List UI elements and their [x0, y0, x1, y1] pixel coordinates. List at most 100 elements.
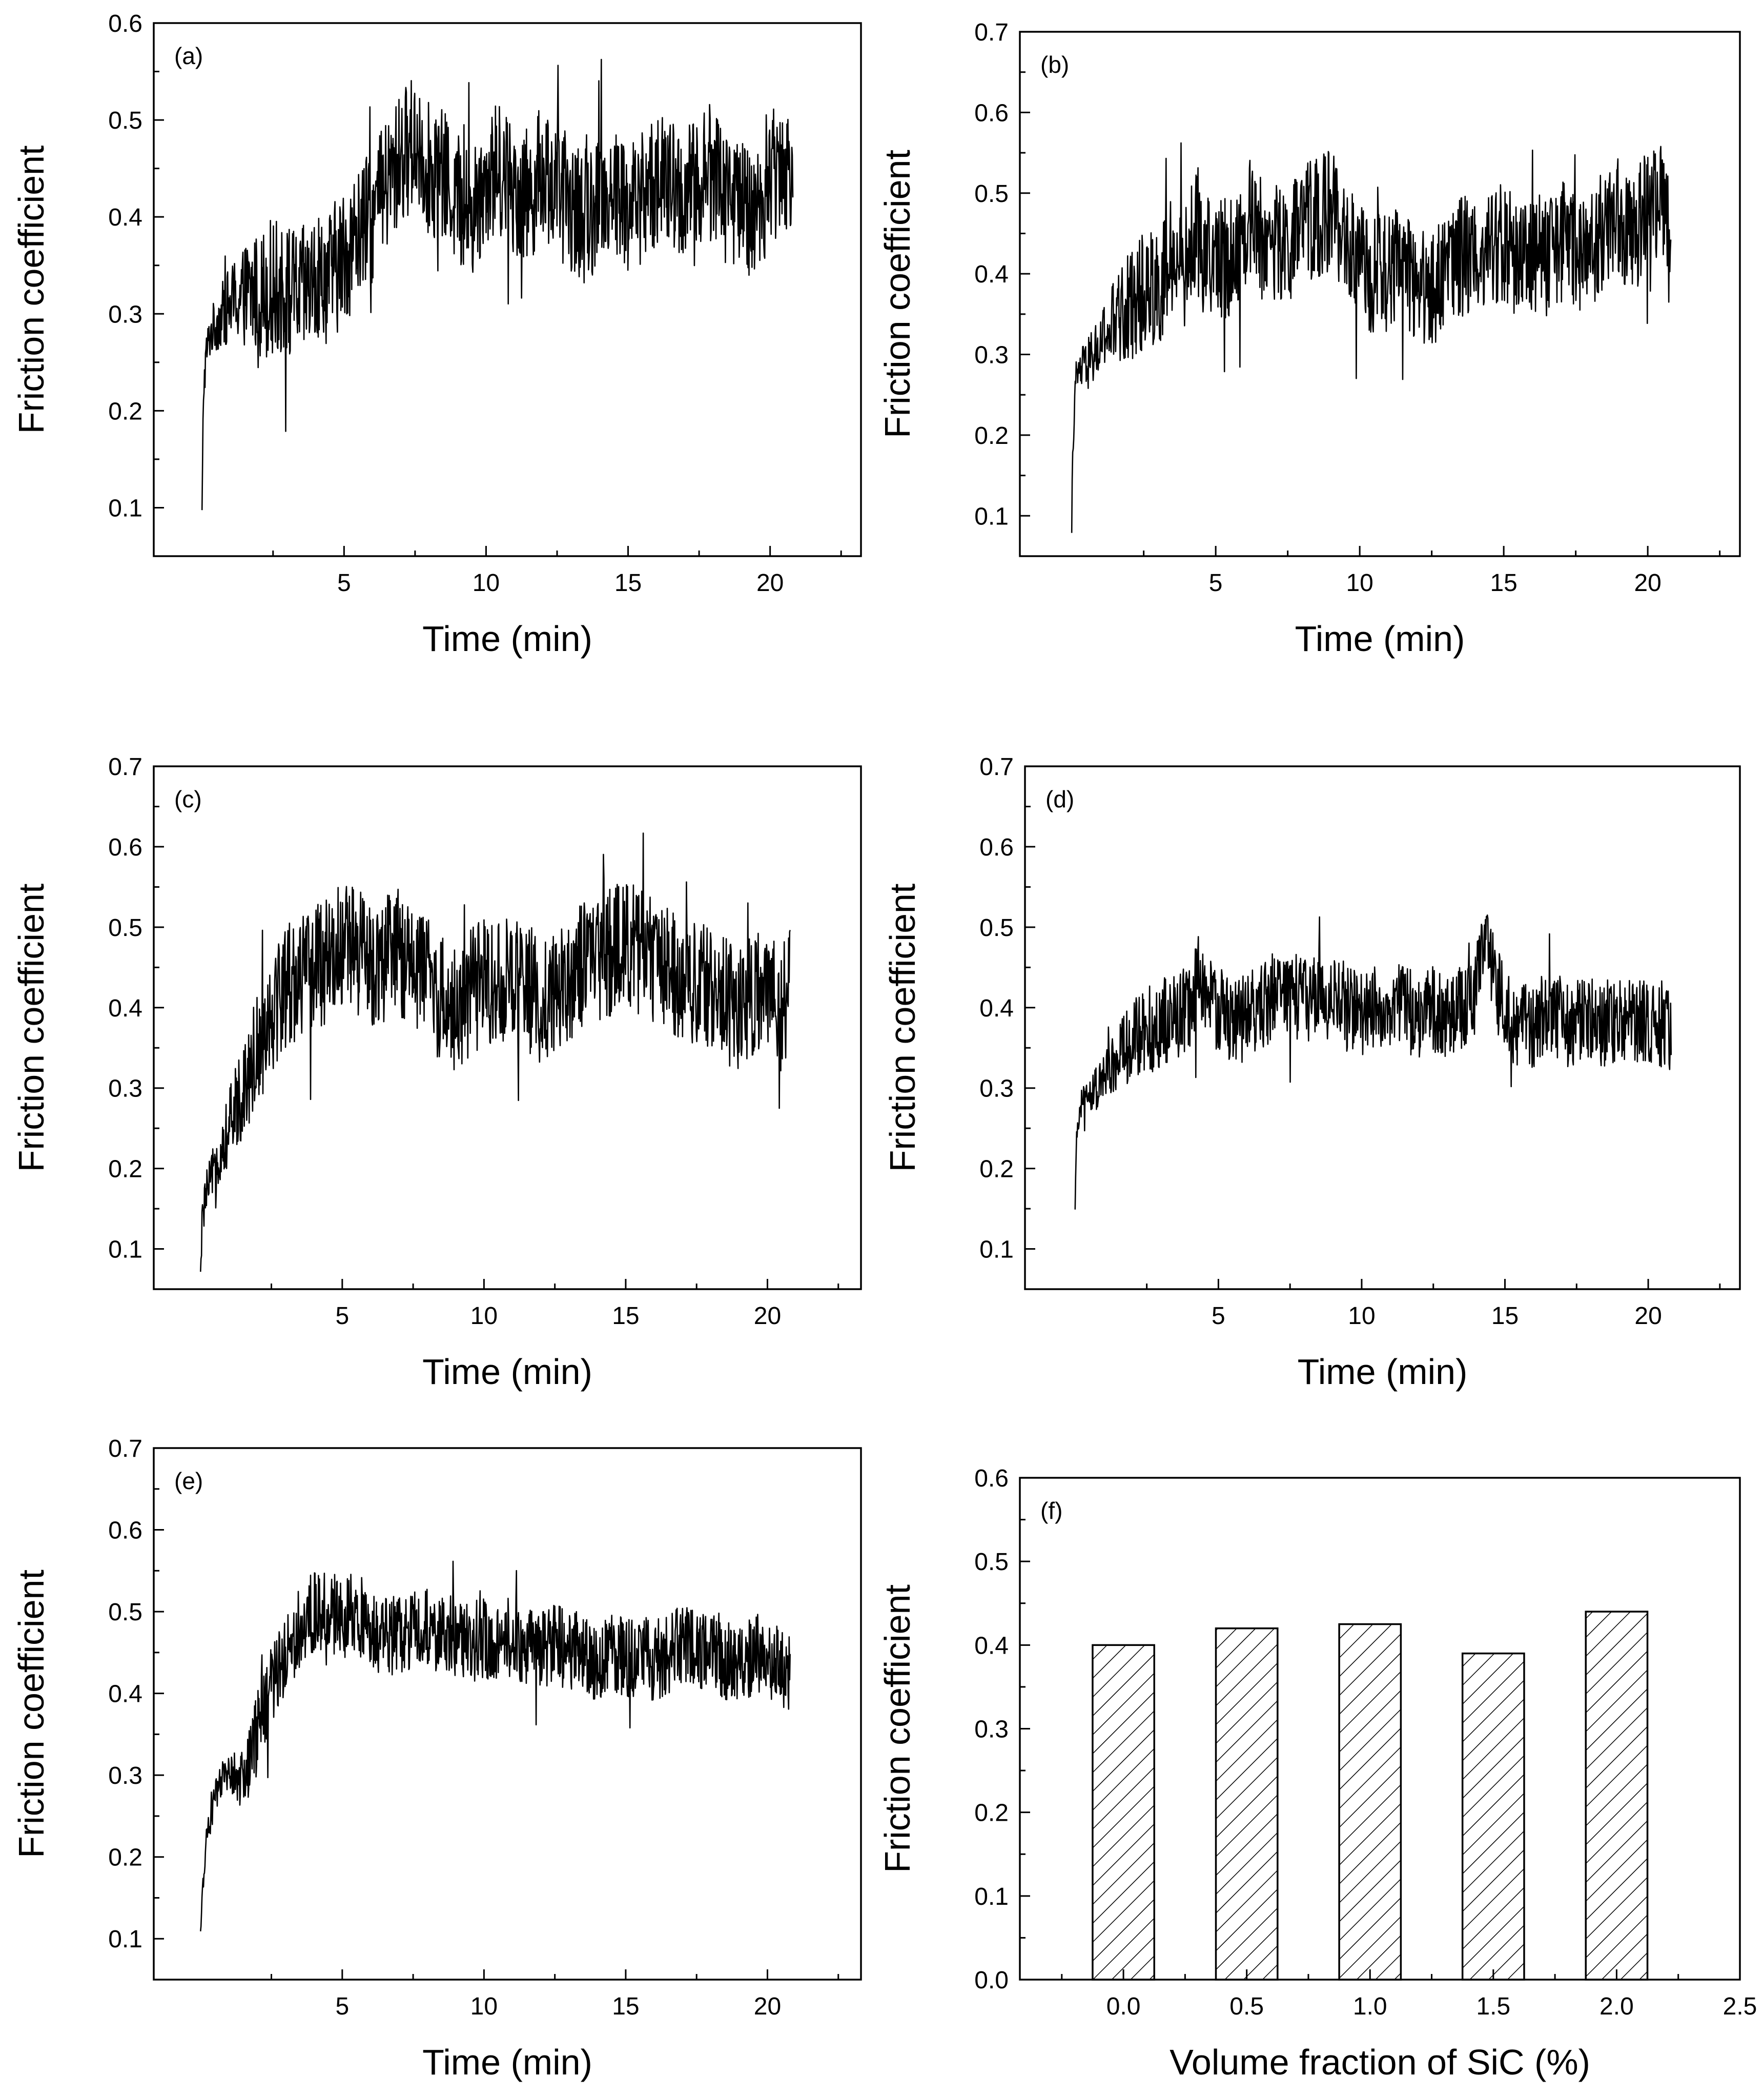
x-tick-label: 15 — [1490, 569, 1517, 597]
y-tick-label: 0.0 — [974, 1967, 1009, 1994]
y-axis-title: Friction coefficient — [877, 150, 917, 438]
y-tick-label: 0.3 — [108, 1762, 142, 1789]
y-tick-label: 0.2 — [979, 1156, 1014, 1183]
y-axis-title: Friction coefficient — [11, 884, 51, 1172]
x-axis-title: Volume fraction of SiC (%) — [1170, 2042, 1590, 2082]
x-axis-title: Time (min) — [422, 2042, 592, 2082]
panel-label: (c) — [174, 786, 202, 812]
y-tick-label: 0.5 — [108, 914, 142, 942]
y-tick-label: 0.3 — [979, 1075, 1014, 1103]
bar-1.0 — [1338, 1623, 1402, 1981]
x-tick-label: 10 — [470, 1993, 498, 2020]
x-tick-label: 10 — [1348, 1302, 1375, 1330]
y-tick-label: 0.6 — [979, 834, 1014, 861]
x-tick-label: 20 — [1634, 1302, 1662, 1330]
y-tick-label: 0.7 — [108, 754, 142, 781]
x-tick-label: 10 — [1346, 569, 1373, 597]
y-tick-label: 0.4 — [108, 1681, 142, 1708]
plot-frame — [153, 1447, 862, 1981]
y-tick-label: 0.7 — [974, 19, 1009, 46]
y-tick-label: 0.6 — [974, 1465, 1009, 1492]
y-axis-title: Friction coefficient — [11, 146, 51, 434]
y-tick-label: 0.2 — [974, 422, 1009, 450]
panel-label: (e) — [174, 1468, 203, 1494]
bar-1.5 — [1461, 1652, 1525, 1981]
bar-2.0 — [1585, 1611, 1649, 1981]
x-axis-title: Time (min) — [1295, 619, 1465, 659]
x-tick-label: 5 — [337, 569, 351, 597]
x-tick-label: 20 — [754, 1302, 781, 1330]
x-tick-label: 10 — [473, 569, 500, 597]
plot-frame — [153, 765, 862, 1290]
x-tick-label: 2.5 — [1723, 1993, 1757, 2020]
series-line-d — [1074, 914, 1672, 1210]
panel-c: 0.1 0.2 0.3 0.4 0.5 0.6 0.7 5 10 15 20 Time (min) Fr… — [11, 754, 862, 1392]
x-tick-label: 0.5 — [1229, 1993, 1264, 2020]
panel-a: 0.1 0.2 0.3 0.4 0.5 0.6 5 10 15 20 Time (min) Frict… — [11, 10, 862, 659]
y-tick-label: 0.3 — [974, 1716, 1009, 1743]
y-tick-label: 0.2 — [108, 1844, 142, 1871]
series-line-e — [200, 1560, 791, 1931]
y-axis-title: Friction coefficient — [877, 1584, 917, 1873]
x-tick-label: 20 — [1634, 569, 1661, 597]
series-line-a — [201, 58, 794, 511]
panel-e: 0.1 0.2 0.3 0.4 0.5 0.6 0.7 5 10 15 20 Time (min) Fr… — [11, 1435, 862, 2082]
y-tick-label: 0.1 — [108, 1236, 142, 1264]
x-tick-label: 1.5 — [1476, 1993, 1510, 2020]
bar-0.5 — [1215, 1627, 1279, 1981]
x-tick-label: 1.0 — [1353, 1993, 1387, 2020]
y-tick-label: 0.7 — [979, 754, 1014, 781]
plot-frame — [153, 22, 862, 557]
y-tick-label: 0.1 — [974, 503, 1009, 530]
y-tick-label: 0.1 — [979, 1236, 1014, 1264]
x-tick-label: 10 — [470, 1302, 498, 1330]
x-tick-label: 5 — [1209, 569, 1223, 597]
x-tick-label: 15 — [1491, 1302, 1519, 1330]
panel-label: (d) — [1045, 786, 1074, 812]
x-tick-label: 5 — [1212, 1302, 1225, 1330]
plot-frame — [1019, 31, 1741, 557]
x-tick-label: 20 — [754, 1993, 781, 2020]
y-tick-label: 0.3 — [974, 342, 1009, 369]
bar-0.0 — [1092, 1644, 1155, 1981]
series-line-c — [200, 832, 791, 1272]
y-tick-label: 0.5 — [974, 1549, 1009, 1576]
x-tick-label: 5 — [335, 1993, 349, 2020]
panel-label: (f) — [1040, 1497, 1062, 1524]
y-axis-title: Friction coefficient — [883, 884, 922, 1172]
x-axis-title: Time (min) — [422, 619, 592, 659]
y-tick-label: 0.1 — [974, 1883, 1009, 1910]
y-tick-label: 0.5 — [979, 914, 1014, 942]
y-tick-label: 0.1 — [108, 1926, 142, 1953]
x-axis-title: Time (min) — [422, 1352, 592, 1392]
y-tick-label: 0.4 — [108, 204, 142, 231]
x-tick-label: 15 — [612, 1993, 639, 2020]
y-tick-label: 0.4 — [974, 261, 1009, 288]
y-tick-label: 0.6 — [108, 10, 142, 37]
y-tick-label: 0.3 — [108, 301, 142, 328]
y-tick-label: 0.6 — [108, 1517, 142, 1544]
x-tick-label: 15 — [612, 1302, 639, 1330]
y-tick-label: 0.5 — [974, 180, 1009, 208]
y-tick-label: 0.7 — [108, 1435, 142, 1462]
x-tick-label: 0.0 — [1106, 1993, 1141, 2020]
panel-label: (a) — [174, 43, 203, 69]
panel-b: 0.1 0.2 0.3 0.4 0.5 0.6 0.7 5 10 15 20 Time (min) Fr… — [877, 19, 1741, 659]
y-tick-label: 0.4 — [979, 995, 1014, 1022]
y-tick-label: 0.5 — [108, 1599, 142, 1626]
x-axis-title: Time (min) — [1298, 1352, 1468, 1392]
y-axis-title: Friction coefficient — [11, 1570, 51, 1858]
y-tick-label: 0.3 — [108, 1075, 142, 1103]
panel-f: 0.0 0.1 0.2 0.3 0.4 0.5 0.6 0.0 0.5 1.0 1.5 2.0 2.5 V… — [877, 1465, 1757, 2082]
y-tick-label: 0.6 — [108, 834, 142, 861]
y-tick-label: 0.4 — [108, 995, 142, 1022]
plot-frame — [1024, 765, 1741, 1290]
y-tick-label: 0.5 — [108, 107, 142, 134]
x-tick-label: 5 — [335, 1302, 349, 1330]
panel-label: (b) — [1040, 51, 1069, 78]
y-tick-label: 0.1 — [108, 495, 142, 522]
x-tick-label: 2.0 — [1599, 1993, 1634, 2020]
y-tick-label: 0.6 — [974, 99, 1009, 127]
y-tick-label: 0.2 — [108, 398, 142, 425]
